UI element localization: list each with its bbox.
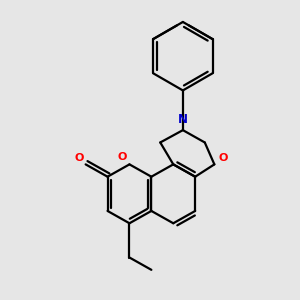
- Text: O: O: [75, 153, 84, 163]
- Text: O: O: [218, 153, 228, 163]
- Text: O: O: [117, 152, 127, 162]
- Text: N: N: [178, 113, 188, 126]
